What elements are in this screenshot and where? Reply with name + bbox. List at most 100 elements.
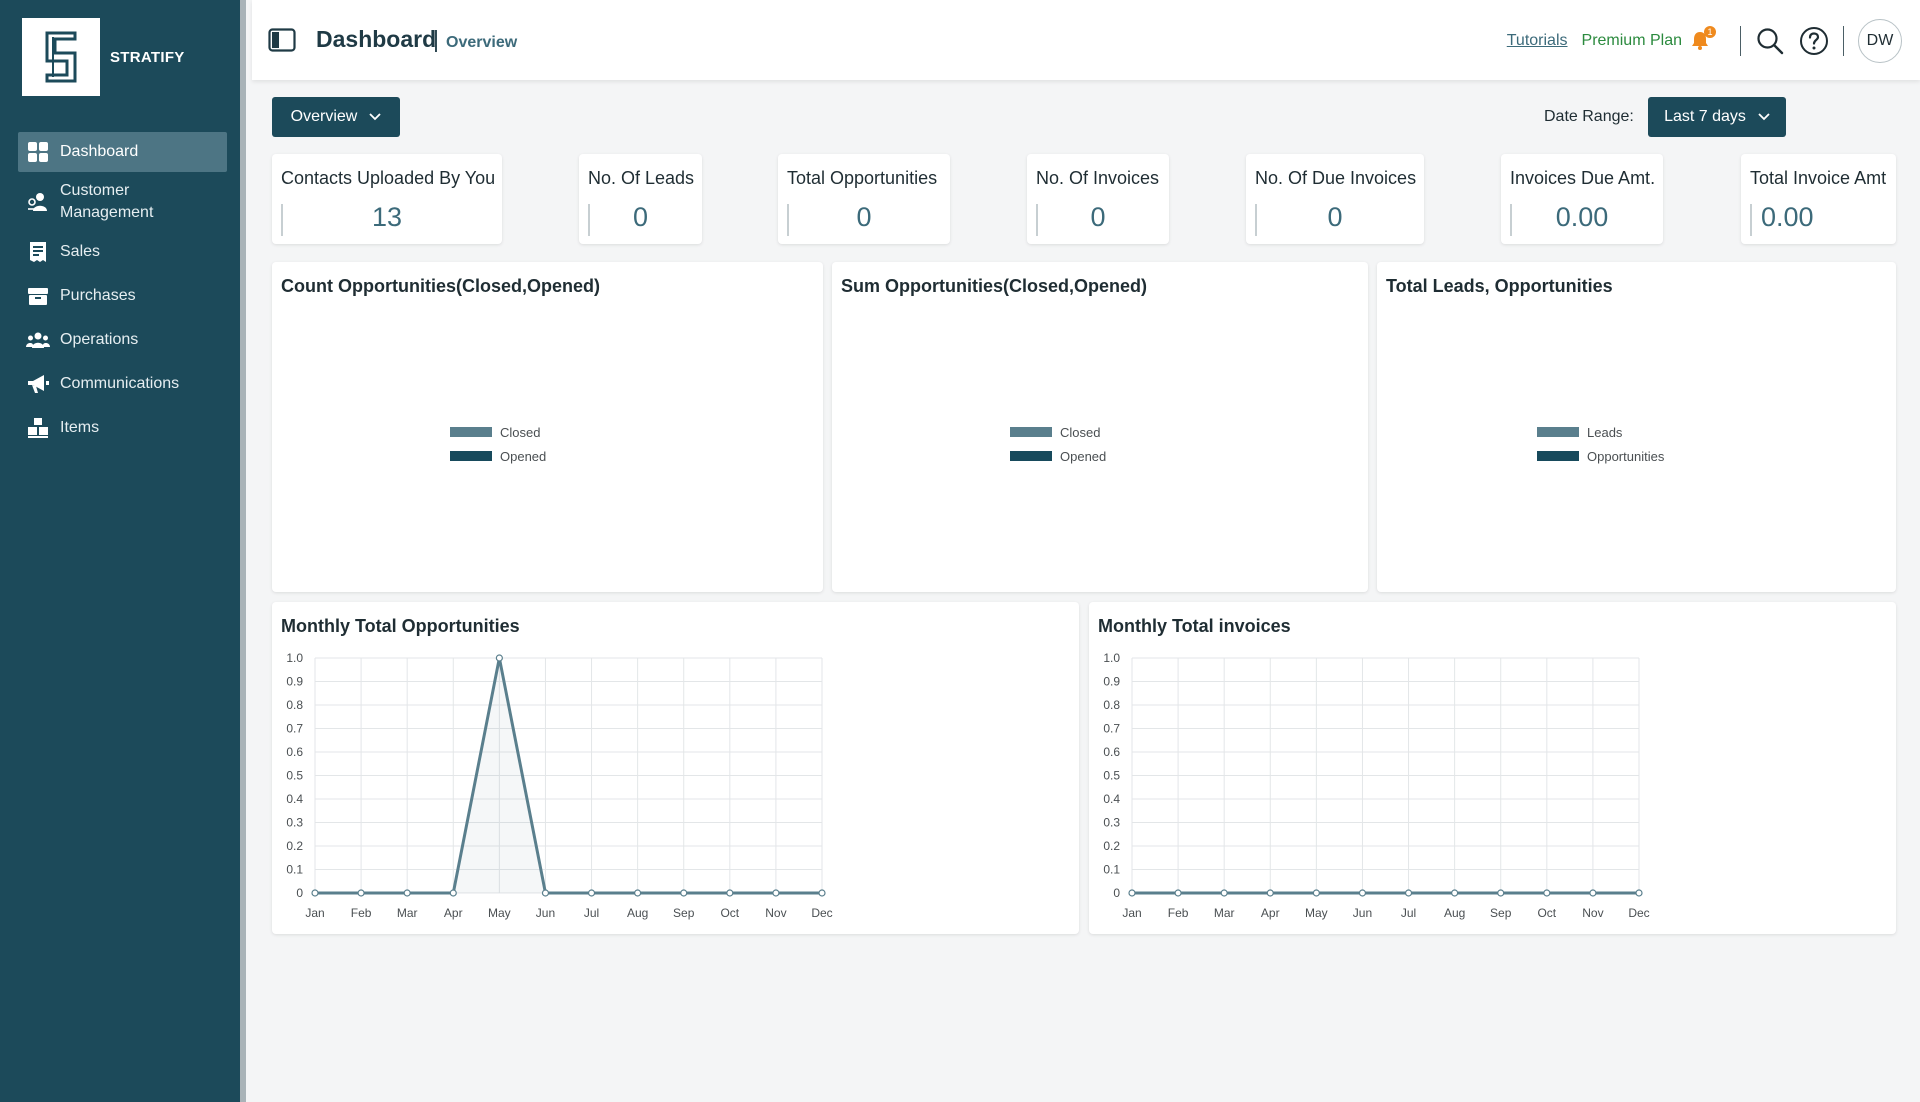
kpi-value: 0 [632,202,649,232]
monthly-opportunities-chart-card: Monthly Total Opportunities 0 0.1 0.2 0.3 0.… [272,602,1079,934]
chart-title: Monthly Total invoices [1098,616,1291,636]
sidebar-item-dashboard[interactable]: Dashboard [18,132,227,172]
kpi-card-invoices-due-amount[interactable]: Invoices Due Amt. 0.00 [1501,154,1663,244]
kpi-value: 0.00 [1555,202,1609,232]
chevron-down-icon [369,108,381,126]
x-tick-label: Dec [811,906,832,920]
data-point [541,889,550,897]
x-tick-label: Mar [1214,906,1235,920]
legend-label: Opportunities [1587,448,1665,464]
sidebar-item-customer-management[interactable]: Customer Management [18,176,227,228]
notification-bell-icon[interactable]: 1 [1690,26,1716,52]
x-tick-label: Sep [673,906,695,920]
kpi-card-total-opportunities[interactable]: Total Opportunities 0 [778,154,950,244]
kpi-divider [787,204,789,236]
view-select-label: Overview [290,108,358,125]
sidebar-item-operations[interactable]: Operations [18,320,227,360]
breadcrumb[interactable]: Overview [446,34,518,51]
chart-title: Count Opportunities(Closed,Opened) [281,276,600,296]
kpi-divider [1255,204,1257,236]
kpi-card-invoices[interactable]: No. Of Invoices 0 [1027,154,1169,244]
series-line [315,657,822,895]
data-point [680,889,688,897]
kpi-card-total-invoice-amount[interactable]: Total Invoice Amt 0.00 [1741,154,1896,244]
data-point [1635,889,1643,897]
legend-item-leads[interactable]: Leads [1537,420,1665,444]
sidebar-item-label: Operations [60,331,139,348]
y-tick-label: 0.5 [286,769,303,783]
x-tick-label: May [488,906,511,920]
legend-swatch [450,427,492,437]
x-tick-label: Jul [584,906,599,920]
sidebar-item-label: Customer Management [60,182,154,221]
chart-legend: Closed Opened [450,420,546,468]
legend-item-closed[interactable]: Closed [1010,420,1106,444]
premium-plan-link[interactable]: Premium Plan [1581,32,1682,49]
topbar-divider [1740,26,1741,56]
date-range-dropdown[interactable]: Last 7 days [1648,97,1786,137]
kpi-value: 13 [371,202,403,232]
page-title: Dashboard [316,26,437,52]
tutorials-link[interactable]: Tutorials [1506,32,1568,49]
legend-item-opportunities[interactable]: Opportunities [1537,444,1665,468]
operations-team-icon [26,328,50,352]
sidebar-toggle-icon[interactable] [268,28,296,57]
sidebar-item-communications[interactable]: Communications [18,364,227,404]
legend-swatch [1537,427,1579,437]
sidebar-item-items[interactable]: Items [18,408,227,448]
data-point [403,889,411,897]
kpi-divider [588,204,590,236]
legend-item-opened[interactable]: Opened [450,444,546,468]
monthly-invoices-line-chart: 0 0.1 0.2 0.3 0.4 0.5 0.6 0.7 0.8 0.9 1.0 Jan Feb Mar… [1103,651,1649,920]
search-icon[interactable] [1755,26,1785,56]
y-tick-label: 0.8 [286,698,303,712]
items-boxes-icon [26,416,50,440]
data-point [449,889,457,897]
count-opportunities-chart-card: Count Opportunities(Closed,Opened) Close… [272,262,823,592]
kpi-value: 0 [1090,202,1106,232]
purchases-box-icon [26,284,50,308]
avatar[interactable]: DW [1858,19,1902,63]
y-tick-label: 0.4 [1103,792,1120,806]
monthly-opportunities-line-chart: 0 0.1 0.2 0.3 0.4 0.5 0.6 0.7 0.8 0.9 1.0 Jan Feb Mar… [286,651,832,920]
monthly-invoices-chart-card: Monthly Total invoices 0 0.1 0.2 0.3 0.4 0.5 0… [1089,602,1896,934]
kpi-label: No. Of Invoices [1036,168,1160,188]
sidebar-item-label: Purchases [60,287,136,304]
data-point [311,889,319,897]
chart-plot-area: 0 0.1 0.2 0.3 0.4 0.5 0.6 0.7 0.8 0.9 1.0 Jan Feb Mar… [1103,651,1649,920]
y-tick-label: 0.1 [286,863,303,877]
y-tick-label: 0.8 [1103,698,1120,712]
help-icon[interactable] [1799,26,1829,56]
kpi-card-contacts-uploaded[interactable]: Contacts Uploaded By You 13 [272,154,502,244]
legend-item-closed[interactable]: Closed [450,420,546,444]
data-point [1404,889,1413,897]
chart-title: Total Leads, Opportunities [1386,276,1613,296]
sidebar-item-sales[interactable]: Sales [18,232,227,272]
y-tick-label: 0.3 [286,816,303,830]
data-point [357,889,365,897]
kpi-label: Invoices Due Amt. [1510,168,1656,188]
x-tick-label: Apr [1261,906,1280,920]
x-tick-label: Jul [1401,906,1416,920]
legend-label: Closed [1060,424,1101,440]
view-select-dropdown[interactable]: Overview [272,97,400,137]
kpi-value: 0 [856,202,872,232]
kpi-card-leads[interactable]: No. Of Leads 0 [579,154,702,244]
topbar-actions: Tutorials Premium Plan 1 DW [1506,19,1902,63]
x-tick-label: May [1305,906,1328,920]
kpi-card-due-invoices[interactable]: No. Of Due Invoices 0 [1246,154,1424,244]
y-tick-label: 0.2 [1103,839,1120,853]
y-tick-label: 0.7 [1103,722,1120,736]
brand-name: STRATIFY [110,48,185,66]
sidebar-item-purchases[interactable]: Purchases [18,276,227,316]
legend-item-opened[interactable]: Opened [1010,444,1106,468]
legend-swatch [1010,427,1052,437]
brand[interactable]: STRATIFY [22,18,185,96]
data-point [1220,889,1228,897]
y-tick-label: 0.9 [1103,675,1120,689]
data-point [1266,889,1274,897]
y-tick-label: 0.1 [1103,863,1120,877]
data-point [1497,889,1505,897]
x-tick-label: Aug [1444,906,1465,920]
x-tick-label: Aug [627,906,648,920]
